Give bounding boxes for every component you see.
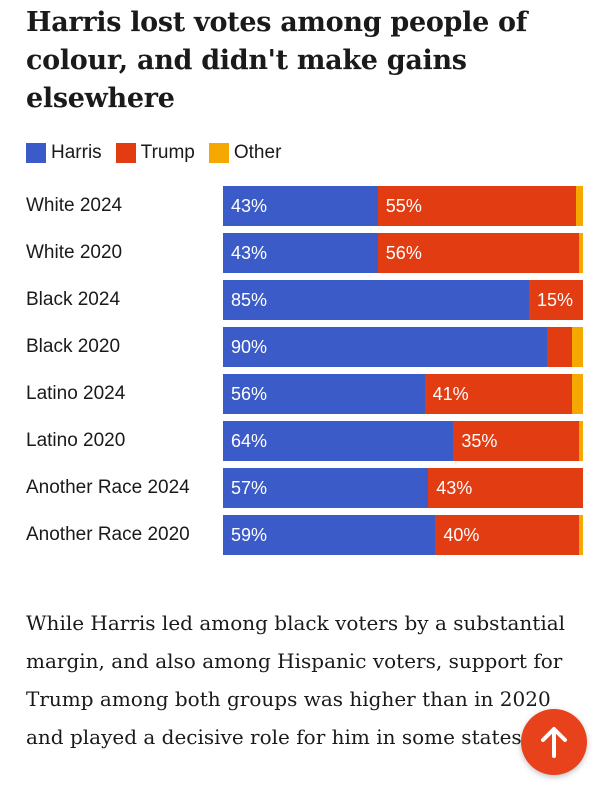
category-label: Black 2020 bbox=[26, 336, 121, 357]
bar-segment-other bbox=[575, 186, 583, 226]
stacked-bar: 57% 43% bbox=[223, 468, 583, 508]
bar-segment-harris bbox=[223, 468, 429, 508]
legend-item-trump: Trump bbox=[115, 142, 195, 164]
data-label: 43% bbox=[231, 243, 268, 263]
scroll-to-top-button[interactable] bbox=[521, 709, 587, 775]
bar-segment-trump bbox=[453, 421, 580, 461]
data-label: 64% bbox=[231, 431, 268, 451]
bar-segment-harris bbox=[223, 374, 425, 414]
article-paragraph: While Harris led among black voters by a… bbox=[26, 611, 566, 749]
legend: Harris Trump Other bbox=[26, 142, 295, 164]
data-label: 35% bbox=[461, 431, 498, 451]
bar-segment-trump bbox=[435, 515, 580, 555]
legend-item-other: Other bbox=[208, 142, 282, 164]
bar-row: Another Race 2024 57% 43% bbox=[26, 468, 586, 508]
category-label: Another Race 2024 bbox=[26, 477, 190, 498]
stacked-bar: 59% 40% bbox=[223, 515, 583, 555]
bar-segment-harris bbox=[223, 515, 436, 555]
data-label: 41% bbox=[432, 384, 469, 404]
stacked-bar: 43% 56% bbox=[223, 233, 583, 273]
stacked-bar: 85% 15% bbox=[223, 280, 583, 320]
legend-label: Harris bbox=[51, 142, 102, 163]
stacked-bar: 90% bbox=[223, 327, 583, 367]
bar-segment-other bbox=[579, 233, 583, 273]
bar-segment-other bbox=[579, 515, 583, 555]
bar-row: White 2024 43% 55% bbox=[26, 186, 586, 226]
legend-label: Other bbox=[233, 142, 282, 163]
category-label: Latino 2024 bbox=[26, 383, 126, 404]
data-label: 55% bbox=[385, 196, 422, 216]
bar-row: White 2020 43% 56% bbox=[26, 233, 586, 273]
category-label: Black 2024 bbox=[26, 289, 121, 310]
bar-segment-other bbox=[572, 374, 583, 414]
data-label: 43% bbox=[436, 478, 473, 498]
headline: Harris lost votes among people of colour… bbox=[26, 7, 528, 114]
data-label: 40% bbox=[443, 525, 480, 545]
legend-swatch bbox=[208, 143, 229, 163]
bar-row: Black 2020 90% bbox=[26, 327, 586, 367]
bar-segment-harris bbox=[223, 327, 547, 367]
data-label: 56% bbox=[231, 384, 268, 404]
category-label: Latino 2020 bbox=[26, 430, 126, 451]
legend-label: Trump bbox=[140, 142, 195, 163]
bar-segment-harris bbox=[223, 186, 378, 226]
category-label: White 2024 bbox=[26, 195, 123, 216]
bar-segment-trump bbox=[377, 233, 580, 273]
arrow-up-icon bbox=[541, 727, 567, 758]
legend-swatch bbox=[115, 143, 136, 163]
stacked-bar: 56% 41% bbox=[223, 374, 583, 414]
legend-swatch bbox=[26, 143, 46, 163]
bar-row: Black 2024 85% 15% bbox=[26, 280, 586, 320]
bar-row: Latino 2024 56% 41% bbox=[26, 374, 586, 414]
data-label: 90% bbox=[231, 337, 268, 357]
bar-segment-trump bbox=[424, 374, 573, 414]
data-label: 59% bbox=[231, 525, 268, 545]
bar-row: Another Race 2020 59% 40% bbox=[26, 515, 586, 555]
bar-segment-other bbox=[579, 421, 583, 461]
data-label: 15% bbox=[537, 290, 574, 310]
legend-item-harris: Harris bbox=[26, 142, 102, 164]
stacked-bar: 43% 55% bbox=[223, 186, 583, 226]
bar-segment-trump bbox=[547, 327, 573, 367]
bar-segment-trump bbox=[377, 186, 576, 226]
bar-segment-trump bbox=[428, 468, 583, 508]
stacked-bar: 64% 35% bbox=[223, 421, 583, 461]
data-label: 56% bbox=[385, 243, 422, 263]
data-label: 43% bbox=[231, 196, 268, 216]
bar-segment-other bbox=[572, 327, 583, 367]
bar-row: Latino 2020 64% 35% bbox=[26, 421, 586, 461]
category-label: Another Race 2020 bbox=[26, 524, 190, 545]
bar-segment-harris bbox=[223, 421, 454, 461]
category-label: White 2020 bbox=[26, 242, 123, 263]
bar-segment-trump bbox=[529, 280, 583, 320]
data-label: 85% bbox=[231, 290, 268, 310]
bar-segment-harris bbox=[223, 233, 378, 273]
bar-segment-harris bbox=[223, 280, 529, 320]
data-label: 57% bbox=[231, 478, 268, 498]
